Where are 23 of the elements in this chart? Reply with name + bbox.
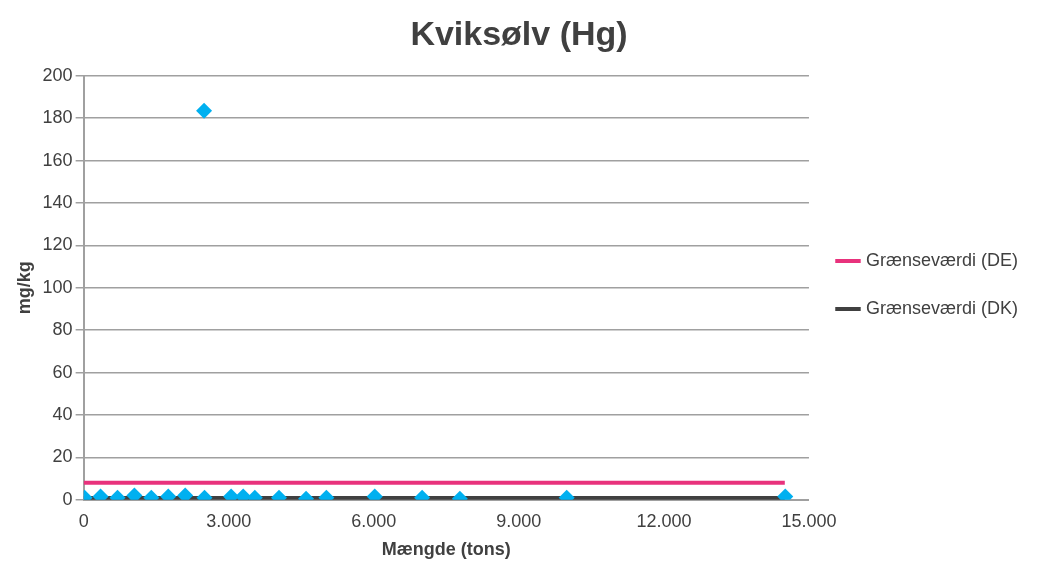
x-tick-label: 6.000 <box>351 510 397 531</box>
y-tick-label: 160 <box>42 149 73 170</box>
x-tick-label: 12.000 <box>636 510 692 531</box>
y-tick-label: 200 <box>42 64 73 85</box>
legend-label: Grænseværdi (DK) <box>865 297 1019 318</box>
y-tick-label: 40 <box>52 403 73 424</box>
y-tick-label: 0 <box>62 488 73 509</box>
y-tick-label: 120 <box>42 234 73 255</box>
x-tick-label: 0 <box>78 510 89 531</box>
point <box>196 102 213 119</box>
y-tick-label: 80 <box>52 319 73 340</box>
y-tick-label: 100 <box>42 276 73 297</box>
legend-label: Grænseværdi (DE) <box>865 249 1019 270</box>
y-tick-label: 180 <box>42 107 73 128</box>
y-tick-label: 140 <box>42 191 73 212</box>
chart-title: Kviksølv (Hg) <box>410 13 628 52</box>
y-axis-title: mg/kg <box>13 261 34 315</box>
x-axis-title: Mængde (tons) <box>381 539 511 560</box>
y-tick-label: 20 <box>52 446 73 467</box>
x-tick-label: 9.000 <box>496 510 542 531</box>
x-tick-label: 3.000 <box>206 510 252 531</box>
x-tick-label: 15.000 <box>781 510 837 531</box>
y-tick-label: 60 <box>52 361 73 382</box>
